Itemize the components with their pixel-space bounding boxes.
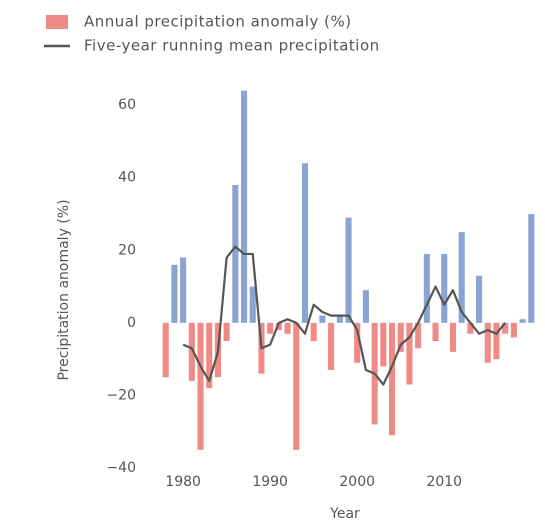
bar <box>519 319 526 323</box>
bar <box>380 322 387 367</box>
legend-label: Annual precipitation anomaly (%) <box>84 13 352 31</box>
bar <box>162 322 169 378</box>
legend-label: Five-year running mean precipitation <box>84 37 380 55</box>
y-axis-label: Precipitation anomaly (%) <box>56 199 72 380</box>
bar <box>249 286 256 323</box>
bar <box>197 322 204 450</box>
bar <box>388 322 396 436</box>
bar <box>510 322 517 338</box>
bar <box>354 322 361 363</box>
bar <box>476 275 483 323</box>
bar <box>188 322 195 381</box>
bar <box>484 322 491 363</box>
bar <box>240 90 248 323</box>
y-tick-label: −20 <box>106 387 136 403</box>
y-tick-label: 0 <box>127 315 136 331</box>
y-tick-label: −40 <box>106 460 136 476</box>
bar <box>293 322 300 450</box>
bar <box>171 264 178 323</box>
y-tick-label: 60 <box>118 97 136 113</box>
x-tick-label: 1990 <box>252 474 288 490</box>
bar <box>336 315 343 323</box>
bar <box>397 322 404 352</box>
bar <box>458 232 465 323</box>
bar <box>432 322 439 341</box>
y-tick-label: 40 <box>118 170 136 186</box>
bar <box>232 184 239 323</box>
y-tick-label: 20 <box>118 242 136 258</box>
bar <box>301 163 309 323</box>
bar <box>423 253 430 323</box>
bar <box>180 257 187 323</box>
x-tick-label: 2000 <box>339 474 375 490</box>
x-tick-label: 2010 <box>426 474 462 490</box>
bar <box>284 322 291 334</box>
bar <box>528 214 535 323</box>
bar <box>415 322 422 349</box>
bar <box>275 322 282 331</box>
bar <box>328 322 335 371</box>
bar <box>362 290 369 323</box>
bar <box>441 253 448 323</box>
bar <box>310 322 317 341</box>
x-tick-label: 1980 <box>165 474 201 490</box>
bar <box>449 322 457 352</box>
bar <box>206 322 213 389</box>
x-axis-label: Year <box>329 506 360 522</box>
running-mean-line <box>182 245 507 386</box>
bar <box>267 322 274 334</box>
bar <box>345 217 352 323</box>
legend-swatch <box>46 15 68 29</box>
bar <box>502 322 509 334</box>
bar <box>406 322 413 385</box>
bar <box>223 322 230 341</box>
bar <box>493 322 500 360</box>
bar <box>467 322 474 334</box>
bar <box>319 315 326 323</box>
